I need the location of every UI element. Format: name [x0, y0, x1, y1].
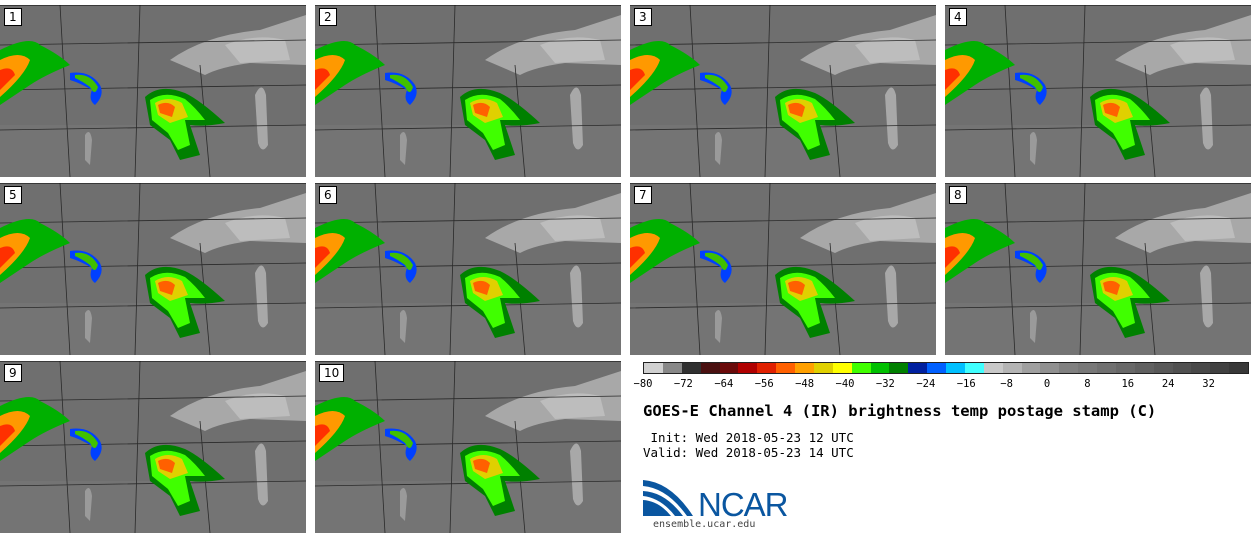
init-time: Init: Wed 2018-05-23 12 UTC: [643, 430, 854, 445]
colorbar-swatch: [738, 363, 758, 373]
colorbar-tick-label: 32: [1202, 378, 1215, 390]
colorbar-swatch: [1210, 363, 1230, 373]
colorbar-swatch: [1172, 363, 1192, 373]
colorbar-ticks: −80 −72 −64 −56 −48 −40 −32 −24 −16 −8 0 8 16 24 32: [634, 378, 1249, 392]
ncar-logo-text: NCAR: [698, 486, 789, 523]
colorbar-swatch: [1134, 363, 1154, 373]
panel-number-label: 9: [4, 364, 22, 382]
colorbar-swatch: [757, 363, 777, 373]
colorbar-tick-label: 8: [1084, 378, 1091, 390]
colorbar-swatch: [1229, 363, 1248, 373]
panel-number-label: 1: [4, 8, 22, 26]
colorbar-swatch: [776, 363, 795, 373]
colorbar-tick-label: −64: [714, 378, 734, 390]
colorbar-swatch: [927, 363, 946, 373]
colorbar-swatch: [1002, 363, 1022, 373]
colorbar-swatch: [946, 363, 965, 373]
colorbar-tick-label: −48: [795, 378, 815, 390]
colorbar-swatch: [662, 363, 682, 373]
ensemble-member-panel: 2: [315, 5, 621, 177]
colorbar-swatch: [681, 363, 701, 373]
panel-number-label: 2: [319, 8, 337, 26]
panel-number-label: 6: [319, 186, 337, 204]
colorbar-swatch: [983, 363, 1003, 373]
panel-number-label: 4: [949, 8, 967, 26]
ensemble-member-panel: 5: [0, 183, 306, 355]
colorbar-tick-label: −24: [916, 378, 936, 390]
panel-number-label: 8: [949, 186, 967, 204]
ensemble-member-panel: 9: [0, 361, 306, 533]
colorbar-swatch: [1040, 363, 1060, 373]
colorbar-swatch: [889, 363, 909, 373]
colorbar-swatch: [1191, 363, 1211, 373]
panel-number-label: 3: [634, 8, 652, 26]
colorbar: [643, 362, 1249, 374]
ensemble-member-panel: 7: [630, 183, 936, 355]
colorbar-swatch: [851, 363, 871, 373]
colorbar-swatch: [795, 363, 814, 373]
page-title: GOES-E Channel 4 (IR) brightness temp po…: [643, 402, 1157, 420]
ensemble-member-panel: 4: [945, 5, 1251, 177]
colorbar-tick-label: −56: [754, 378, 774, 390]
colorbar-tick-label: −72: [673, 378, 693, 390]
panel-number-label: 10: [319, 364, 345, 382]
colorbar-tick-label: 24: [1161, 378, 1175, 390]
colorbar-swatch: [1021, 363, 1041, 373]
logo-url: ensemble.ucar.edu: [653, 519, 756, 530]
colorbar-swatch: [1115, 363, 1135, 373]
ensemble-member-panel: 10: [315, 361, 621, 533]
colorbar-tick-label: −80: [633, 378, 653, 390]
ensemble-member-panel: 3: [630, 5, 936, 177]
colorbar-swatch: [832, 363, 852, 373]
ensemble-member-panel: 1: [0, 5, 306, 177]
colorbar-swatch: [1153, 363, 1173, 373]
panel-number-label: 7: [634, 186, 652, 204]
colorbar-swatch: [1078, 363, 1097, 373]
colorbar-swatch: [719, 363, 739, 373]
colorbar-swatch: [813, 363, 833, 373]
colorbar-swatch: [644, 363, 663, 373]
colorbar-swatch: [870, 363, 890, 373]
colorbar-swatch: [908, 363, 928, 373]
ensemble-member-panel: 8: [945, 183, 1251, 355]
colorbar-swatch: [964, 363, 984, 373]
valid-time: Valid: Wed 2018-05-23 14 UTC: [643, 445, 854, 460]
colorbar-tick-label: −8: [1000, 378, 1013, 390]
colorbar-swatch: [700, 363, 720, 373]
colorbar-tick-label: −16: [956, 378, 976, 390]
ncar-logo-icon: [643, 480, 693, 516]
colorbar-tick-label: −40: [835, 378, 855, 390]
colorbar-tick-label: 0: [1043, 378, 1051, 390]
colorbar-swatch: [1059, 363, 1079, 373]
colorbar-tick-label: −32: [875, 378, 895, 390]
panel-number-label: 5: [4, 186, 22, 204]
colorbar-tick-label: 16: [1121, 378, 1135, 390]
ensemble-member-panel: 6: [315, 183, 621, 355]
colorbar-swatch: [1097, 363, 1116, 373]
